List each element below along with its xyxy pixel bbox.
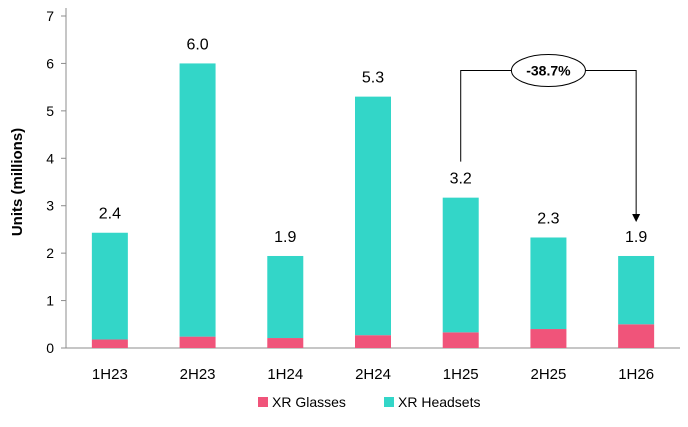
data-label: 3.2 [450, 171, 472, 188]
y-tick-label: 5 [46, 103, 54, 119]
bar-xr-glasses-1h25 [442, 332, 479, 348]
data-label: 2.3 [537, 210, 559, 227]
bar-xr-headsets-1h25 [442, 197, 479, 333]
legend-label: XR Headsets [398, 394, 480, 410]
bar-xr-glasses-2h24 [355, 335, 391, 348]
bar-xr-glasses-1h26 [618, 324, 655, 348]
bar-xr-headsets-2h25 [530, 237, 567, 330]
y-tick-label: 6 [46, 55, 54, 71]
x-tick-label: 1H24 [267, 366, 303, 383]
y-axis-title: Units (millions) [9, 128, 26, 236]
x-tick-label: 2H24 [355, 366, 391, 383]
bar-xr-headsets-2h23 [179, 63, 216, 337]
annotation-bracket [460, 70, 637, 215]
x-tick-label: 2H25 [530, 366, 566, 383]
data-label: 2.4 [99, 206, 121, 223]
legend-swatch [384, 397, 394, 407]
annotation-label: -38.7% [526, 63, 571, 79]
y-tick-label: 0 [46, 340, 54, 356]
bar-xr-glasses-1h23 [91, 339, 128, 348]
y-tick-label: 2 [46, 245, 54, 261]
annotation-arrowhead [632, 213, 641, 222]
x-tick-label: 1H23 [92, 366, 128, 383]
y-tick-label: 7 [46, 8, 54, 24]
x-tick-label: 2H23 [180, 366, 216, 383]
bar-xr-glasses-2h23 [179, 336, 216, 348]
x-tick-label: 1H26 [618, 366, 654, 383]
data-label: 1.9 [274, 229, 296, 246]
change-annotation: -38.7% [460, 54, 641, 222]
bar-xr-glasses-1h24 [267, 338, 304, 348]
bar-xr-headsets-2h24 [355, 96, 391, 336]
y-tick-label: 1 [46, 293, 54, 309]
bar-xr-headsets-1h23 [91, 232, 128, 340]
data-label: 5.3 [362, 70, 384, 87]
legend: XR Glasses XR Headsets [258, 394, 480, 410]
axes: 0 1 2 3 4 5 6 7 Units (millions) 1H23 2H23 1H24 2H24… [9, 8, 680, 383]
y-tick-label: 4 [46, 150, 54, 166]
data-label: 6.0 [186, 36, 208, 53]
data-labels: 2.4 6.0 1.9 5.3 3.2 2.3 1.9 [99, 36, 648, 246]
annotation-ellipse [510, 54, 586, 88]
legend-label: XR Glasses [272, 394, 346, 410]
x-tick-label: 1H25 [443, 366, 479, 383]
bar-xr-glasses-2h25 [530, 329, 567, 348]
bars [91, 63, 655, 348]
y-tick-label: 3 [46, 198, 54, 214]
bar-xr-headsets-1h24 [267, 255, 304, 339]
legend-swatch [258, 397, 268, 407]
bar-xr-headsets-1h26 [618, 255, 655, 325]
data-label: 1.9 [625, 229, 647, 246]
